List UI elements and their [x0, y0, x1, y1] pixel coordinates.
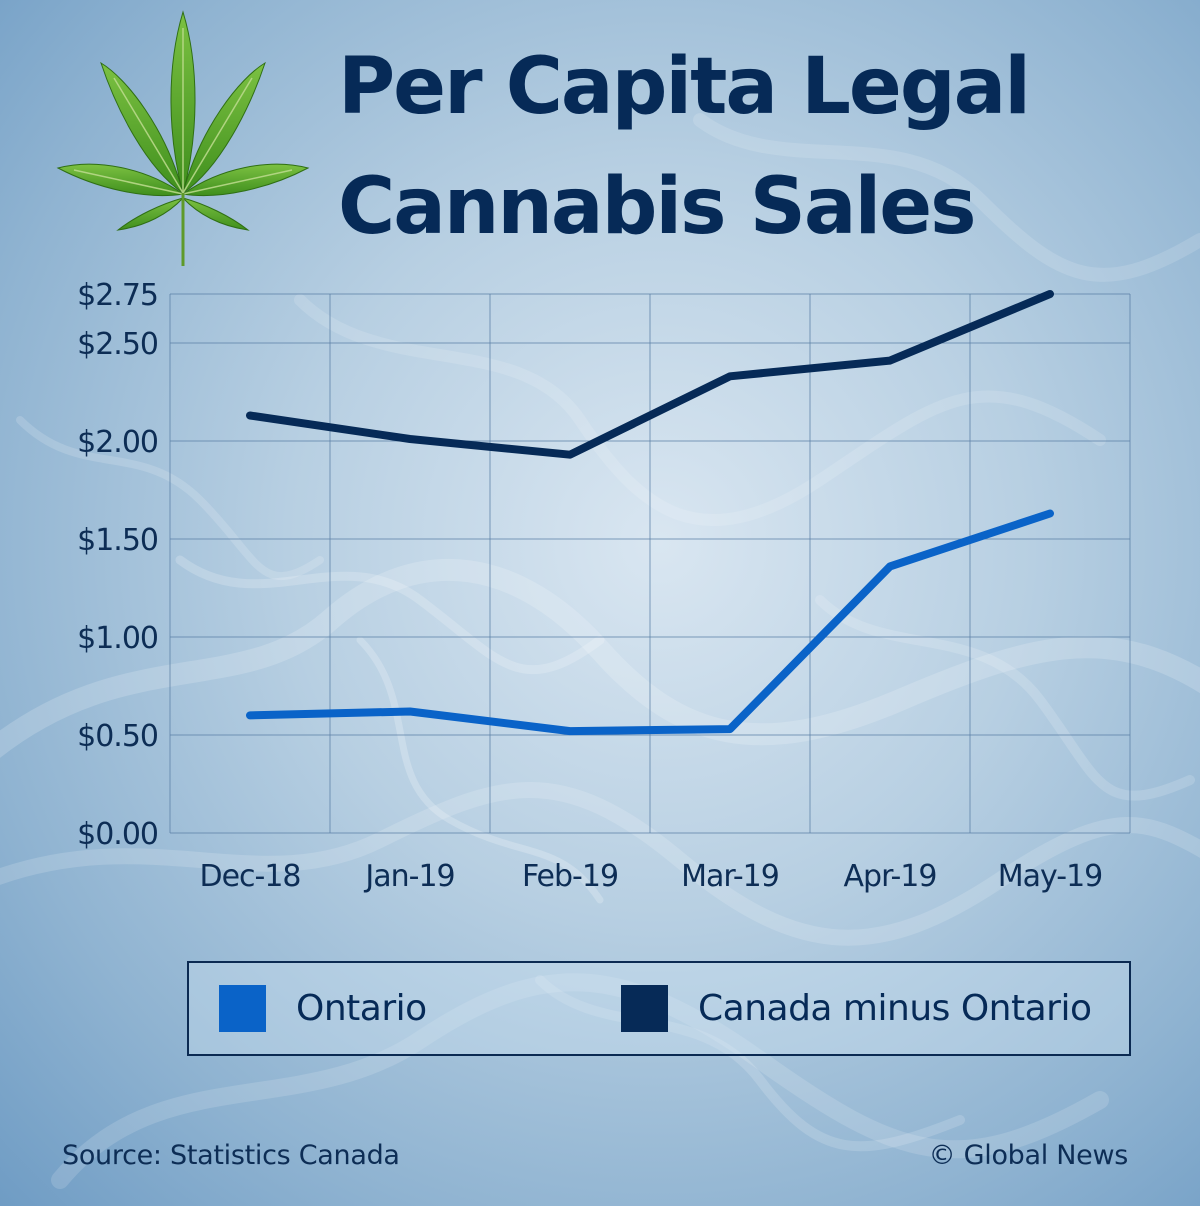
credit-note: © Global News	[928, 1140, 1129, 1171]
series-line-ontario	[246, 509, 1054, 736]
chart-legend: Ontario Canada minus Ontario	[187, 961, 1131, 1056]
legend-item-ontario: Ontario	[219, 963, 427, 1054]
legend-swatch-canada-minus-ontario	[621, 985, 668, 1032]
y-tick-label: $2.50	[77, 327, 158, 362]
y-tick-label: $2.75	[77, 278, 158, 313]
legend-swatch-ontario	[219, 985, 266, 1032]
x-tick-label: Dec-18	[199, 859, 300, 894]
x-tick-label: Feb-19	[522, 859, 618, 894]
y-tick-label: $0.00	[77, 817, 158, 852]
cannabis-leaf-icon	[56, 10, 310, 266]
source-note: Source: Statistics Canada	[62, 1140, 400, 1171]
legend-item-canada-minus-ontario: Canada minus Ontario	[621, 963, 1092, 1054]
y-tick-label: $0.50	[77, 719, 158, 754]
x-axis-ticks: Dec-18 Jan-19 Feb-19 Mar-19 Apr-19 May-19	[199, 859, 1103, 894]
x-tick-label: Apr-19	[844, 859, 937, 894]
x-tick-label: May-19	[998, 859, 1103, 894]
y-tick-label: $1.00	[77, 621, 158, 656]
legend-label-canada-minus-ontario: Canada minus Ontario	[698, 988, 1092, 1029]
y-tick-label: $1.50	[77, 523, 158, 558]
legend-label-ontario: Ontario	[296, 988, 427, 1029]
chart-grid	[169, 293, 1131, 834]
x-tick-label: Jan-19	[363, 859, 454, 894]
chart-title-line-1: Per Capita Legal	[338, 42, 1031, 132]
y-axis-ticks: $0.00 $0.50 $1.00 $1.50 $2.00 $2.50 $2.75	[77, 278, 159, 852]
y-tick-label: $2.00	[77, 425, 158, 460]
chart-title-line-2: Cannabis Sales	[338, 162, 977, 252]
chart-series	[246, 290, 1054, 736]
x-tick-label: Mar-19	[681, 859, 779, 894]
series-line-canada-minus-ontario	[246, 290, 1054, 459]
